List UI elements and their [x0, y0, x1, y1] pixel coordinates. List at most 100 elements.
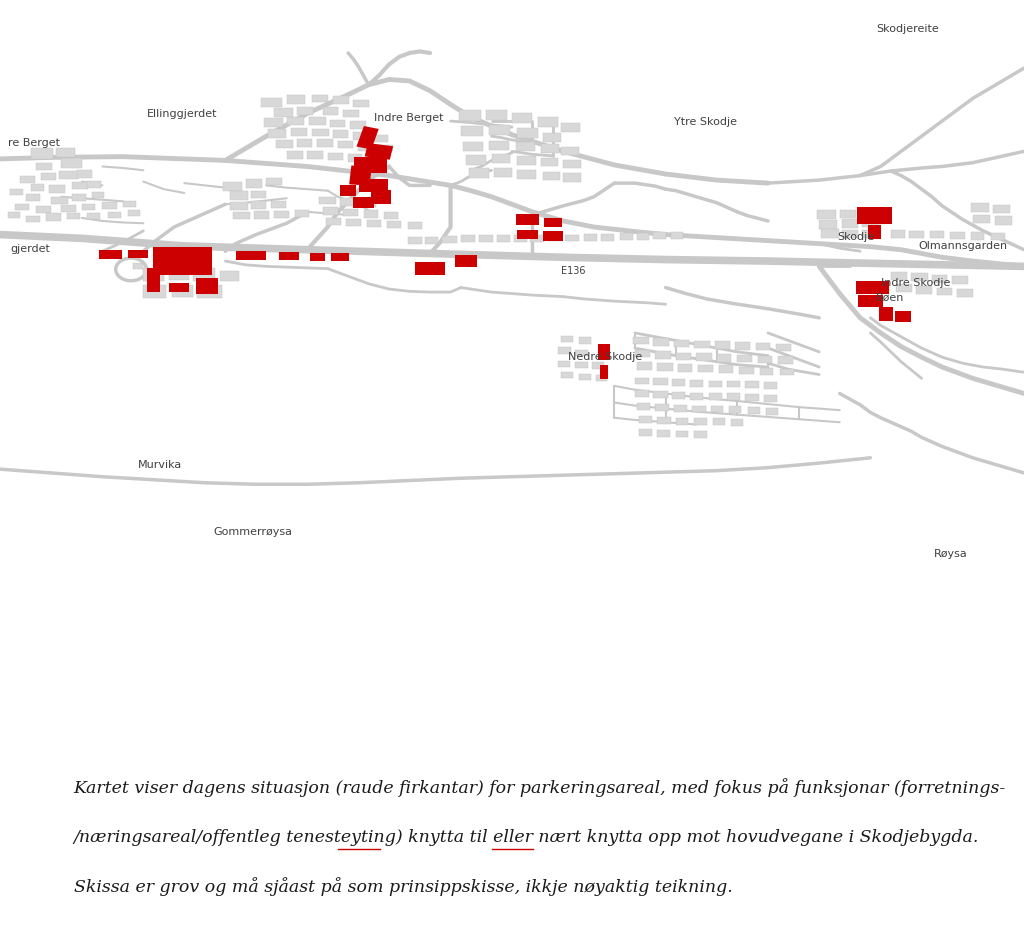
Bar — [36, 163, 52, 170]
Bar — [957, 290, 973, 297]
Bar — [268, 130, 286, 138]
Bar — [637, 363, 652, 370]
Bar — [343, 110, 359, 118]
Bar — [338, 141, 353, 149]
Bar — [565, 235, 579, 242]
Bar — [637, 233, 649, 240]
Bar — [374, 134, 388, 142]
Bar — [731, 419, 743, 426]
Bar — [360, 200, 376, 208]
Bar — [674, 405, 687, 412]
Bar — [323, 107, 338, 115]
Bar — [678, 364, 692, 371]
Bar — [350, 121, 366, 129]
Text: Bøen: Bøen — [876, 292, 904, 303]
Bar — [778, 356, 793, 364]
Bar — [8, 212, 20, 218]
Bar — [353, 100, 369, 107]
Bar — [108, 212, 121, 218]
Bar — [561, 147, 579, 155]
Bar — [579, 374, 591, 380]
Bar — [319, 196, 336, 204]
Bar — [312, 95, 328, 102]
Bar — [153, 250, 165, 258]
Bar — [312, 129, 329, 136]
Bar — [584, 234, 597, 241]
Bar — [601, 234, 614, 241]
Bar — [690, 380, 703, 386]
Bar — [561, 122, 580, 132]
Bar — [31, 184, 44, 191]
Bar — [367, 220, 381, 227]
Bar — [766, 408, 778, 415]
Bar — [236, 251, 266, 260]
Text: E136: E136 — [561, 266, 586, 276]
Bar — [20, 177, 35, 183]
Bar — [512, 113, 532, 122]
Bar — [387, 221, 401, 227]
Bar — [297, 139, 312, 147]
Text: Skodjereite: Skodjereite — [877, 24, 939, 34]
Bar — [323, 208, 338, 215]
Text: Røysa: Røysa — [934, 549, 968, 559]
Bar — [868, 226, 881, 239]
Bar — [657, 363, 673, 370]
Bar — [598, 343, 610, 360]
Bar — [102, 202, 117, 209]
Bar — [365, 143, 393, 160]
Bar — [517, 230, 538, 239]
Bar — [862, 219, 879, 227]
Bar — [309, 254, 326, 261]
Bar — [538, 118, 558, 127]
Bar — [896, 284, 912, 292]
Bar — [287, 151, 303, 159]
Bar — [600, 366, 608, 379]
Bar — [558, 361, 570, 367]
Bar — [274, 108, 293, 118]
Bar — [709, 381, 722, 387]
Bar — [51, 196, 68, 204]
Bar — [287, 95, 305, 104]
Bar — [287, 117, 304, 125]
Bar — [246, 180, 262, 188]
Bar — [371, 190, 391, 204]
Bar — [916, 286, 932, 293]
Bar — [233, 212, 250, 219]
Bar — [26, 194, 40, 200]
Bar — [220, 271, 239, 281]
Bar — [558, 347, 571, 354]
Bar — [349, 165, 372, 185]
Bar — [842, 219, 858, 227]
Bar — [541, 144, 559, 153]
Bar — [317, 139, 333, 147]
Bar — [672, 392, 685, 399]
Bar — [72, 194, 86, 200]
Bar — [657, 430, 670, 436]
Bar — [764, 395, 777, 401]
Bar — [655, 404, 669, 411]
Bar — [575, 362, 588, 368]
Bar — [59, 171, 78, 180]
Bar — [442, 236, 457, 243]
Bar — [592, 363, 604, 368]
Bar — [719, 366, 733, 373]
Bar — [359, 179, 388, 192]
Bar — [264, 118, 283, 127]
Bar — [353, 133, 369, 140]
Bar — [295, 211, 309, 217]
Bar — [354, 157, 387, 173]
Bar — [514, 235, 527, 243]
Bar — [635, 378, 649, 384]
Bar — [333, 96, 349, 104]
Bar — [655, 352, 671, 359]
Text: gjerdet: gjerdet — [10, 244, 50, 254]
Bar — [147, 268, 160, 292]
Bar — [760, 368, 773, 374]
Bar — [891, 230, 905, 238]
Bar — [353, 197, 374, 208]
Text: Murvika: Murvika — [138, 461, 182, 470]
Text: Skodje: Skodje — [838, 232, 874, 242]
Bar — [993, 205, 1010, 213]
Bar — [821, 229, 839, 238]
Bar — [348, 154, 362, 162]
